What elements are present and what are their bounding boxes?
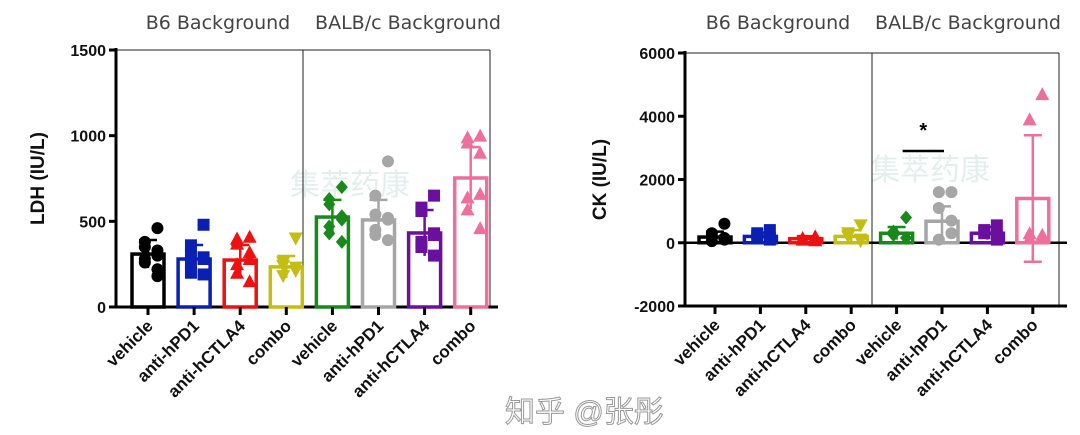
y-axis-label: CK (IU/L) bbox=[590, 139, 611, 220]
data-point bbox=[276, 259, 291, 273]
data-point bbox=[335, 180, 348, 195]
data-point bbox=[945, 227, 958, 240]
x-tick-label: combo bbox=[427, 316, 480, 369]
data-point bbox=[230, 257, 245, 271]
data-point bbox=[138, 241, 151, 254]
group-header: BALB/c Background bbox=[875, 12, 1061, 34]
data-point bbox=[705, 235, 718, 248]
data-point bbox=[978, 227, 991, 240]
data-point bbox=[718, 233, 731, 246]
data-point bbox=[242, 245, 257, 259]
x-tick-label: combo bbox=[989, 315, 1042, 368]
data-point bbox=[932, 186, 945, 199]
data-point bbox=[990, 219, 1003, 232]
group-header: B6 Background bbox=[706, 12, 851, 34]
data-point bbox=[1022, 112, 1037, 126]
data-point bbox=[428, 189, 441, 202]
data-point bbox=[184, 239, 197, 252]
data-point bbox=[242, 252, 257, 266]
data-point bbox=[415, 241, 428, 254]
data-point bbox=[473, 128, 488, 142]
group-header: B6 Background bbox=[146, 12, 291, 34]
data-point bbox=[323, 197, 336, 212]
data-point bbox=[751, 230, 764, 243]
data-point bbox=[381, 213, 394, 226]
data-point bbox=[369, 189, 382, 202]
watermark-logo-right: 集萃药康 bbox=[870, 154, 990, 187]
data-point bbox=[335, 234, 348, 249]
data-point bbox=[460, 190, 475, 204]
data-point bbox=[1022, 231, 1037, 245]
y-tick-label: -2000 bbox=[634, 299, 675, 316]
data-point bbox=[197, 253, 210, 266]
data-point bbox=[138, 256, 151, 269]
data-point bbox=[763, 233, 776, 246]
watermark-logo: 集萃药康 bbox=[290, 169, 410, 202]
data-point bbox=[932, 233, 945, 246]
data-point bbox=[369, 229, 382, 242]
data-point bbox=[415, 205, 428, 218]
data-point bbox=[288, 265, 303, 279]
x-tick-label: combo bbox=[807, 315, 860, 368]
y-axis-label: LDH (IU/L) bbox=[28, 132, 49, 225]
data-point bbox=[460, 135, 475, 149]
y-tick-label: 500 bbox=[79, 214, 106, 231]
data-point bbox=[184, 266, 197, 279]
data-point bbox=[151, 249, 164, 262]
data-point bbox=[718, 217, 731, 230]
y-tick-label: 1000 bbox=[70, 129, 106, 146]
data-point bbox=[381, 234, 394, 247]
data-point bbox=[887, 227, 900, 242]
data-point bbox=[242, 229, 257, 243]
data-point bbox=[197, 218, 210, 231]
data-point bbox=[945, 186, 958, 199]
y-tick-label: 0 bbox=[97, 300, 106, 317]
x-tick-label: combo bbox=[242, 316, 295, 369]
data-point bbox=[853, 235, 868, 249]
data-point bbox=[853, 219, 868, 233]
data-point bbox=[990, 233, 1003, 246]
watermark-site: 知乎 @张彤 bbox=[505, 396, 664, 429]
y-tick-label: 0 bbox=[666, 236, 675, 253]
data-point bbox=[242, 274, 257, 288]
data-point bbox=[428, 249, 441, 262]
data-point bbox=[230, 236, 245, 250]
data-point bbox=[197, 268, 210, 281]
group-header: BALB/c Background bbox=[315, 12, 501, 34]
data-point bbox=[323, 226, 336, 241]
data-point bbox=[335, 212, 348, 227]
y-tick-label: 2000 bbox=[639, 173, 675, 190]
data-point bbox=[932, 201, 945, 214]
y-tick-label: 6000 bbox=[639, 46, 675, 63]
data-point bbox=[473, 221, 488, 235]
data-point bbox=[230, 265, 245, 279]
data-point bbox=[795, 232, 810, 246]
data-point bbox=[460, 202, 475, 216]
data-point bbox=[900, 231, 913, 246]
data-point bbox=[473, 186, 488, 200]
data-point bbox=[381, 155, 394, 168]
data-point bbox=[1035, 87, 1050, 101]
chart-2: B6 Background BALB/c Background -2000 0 2000… bbox=[590, 12, 1067, 400]
data-point bbox=[288, 232, 303, 246]
y-tick-label: 1500 bbox=[70, 43, 106, 60]
data-point bbox=[473, 145, 488, 159]
data-point bbox=[151, 222, 164, 235]
data-point bbox=[900, 210, 913, 225]
data-point bbox=[808, 233, 823, 247]
data-point bbox=[276, 270, 291, 284]
chart-1: B6 Background BALB/c Background 0 500 1000 15… bbox=[28, 12, 501, 401]
data-point bbox=[151, 270, 164, 283]
y-tick-label: 4000 bbox=[639, 109, 675, 126]
data-point bbox=[841, 230, 856, 244]
data-point bbox=[428, 229, 441, 242]
data-point bbox=[945, 214, 958, 227]
data-point bbox=[1035, 229, 1050, 243]
significance-label: * bbox=[919, 120, 927, 142]
data-point bbox=[369, 208, 382, 221]
